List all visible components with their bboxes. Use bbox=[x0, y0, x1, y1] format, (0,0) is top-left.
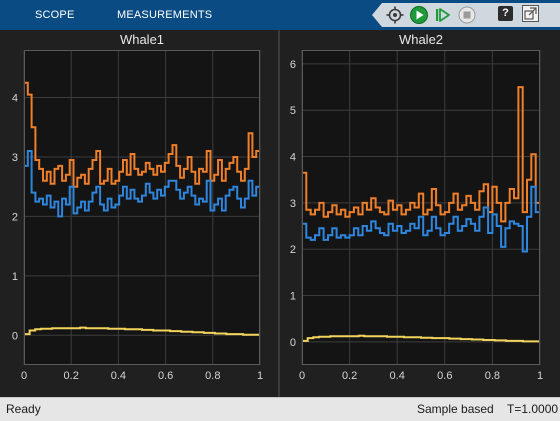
series-line-blue bbox=[302, 185, 540, 253]
series-line-blue bbox=[24, 150, 260, 218]
status-text: Ready bbox=[6, 402, 41, 416]
sample-mode-label: Sample based bbox=[417, 402, 494, 416]
status-bar: Ready Sample based T=1.0000 bbox=[0, 397, 560, 421]
x-tick-label: 0 bbox=[299, 370, 305, 382]
y-tick-label: 4 bbox=[12, 93, 18, 105]
y-tick-label: 5 bbox=[290, 105, 296, 117]
y-tick-label: 4 bbox=[290, 152, 296, 164]
x-tick-label: 0.6 bbox=[158, 370, 173, 382]
plot-whale1: Whale1 0 0.2 0.4 0.6 0.8 1 0 1 2 3 4 bbox=[12, 32, 263, 382]
x-tick-label: 0.2 bbox=[64, 370, 79, 382]
plot-border bbox=[24, 50, 260, 365]
stop-icon[interactable] bbox=[457, 5, 477, 25]
x-tick-label: 1 bbox=[257, 370, 263, 382]
tab-measurements[interactable]: MEASUREMENTS bbox=[117, 9, 213, 21]
plot-whale2: Whale2 0 0.2 0.4 0.6 0.8 1 0 1 2 3 4 5 6 bbox=[290, 32, 543, 382]
series-line-yellow bbox=[24, 326, 260, 336]
series-line-orange bbox=[302, 86, 540, 223]
plot-border bbox=[302, 50, 540, 365]
x-tick-label: 0.6 bbox=[437, 370, 452, 382]
y-tick-label: 2 bbox=[12, 211, 18, 223]
help-button[interactable]: ? bbox=[498, 6, 513, 21]
series-line-yellow bbox=[302, 334, 540, 343]
series-line-orange bbox=[24, 81, 260, 188]
simulation-time: T=1.0000 bbox=[507, 402, 559, 416]
y-tick-label: 3 bbox=[12, 152, 18, 164]
plot-area bbox=[302, 50, 540, 365]
y-tick-label: 2 bbox=[290, 244, 296, 256]
scope-display-area: Whale1 0 0.2 0.4 0.6 0.8 1 0 1 2 3 4 Whale2 0 0.2 0.4 0.… bbox=[0, 30, 560, 397]
y-tick-label: 0 bbox=[12, 330, 18, 342]
x-tick-label: 1 bbox=[537, 370, 543, 382]
y-tick-label: 3 bbox=[290, 198, 296, 210]
x-tick-label: 0.8 bbox=[205, 370, 220, 382]
step-back-icon[interactable] bbox=[385, 5, 405, 25]
tab-scope[interactable]: SCOPE bbox=[35, 9, 75, 21]
x-tick-label: 0 bbox=[21, 370, 27, 382]
x-tick-label: 0.2 bbox=[342, 370, 357, 382]
x-tick-label: 0.8 bbox=[485, 370, 500, 382]
y-tick-label: 1 bbox=[290, 291, 296, 303]
expand-toolstrip-icon[interactable] bbox=[522, 5, 539, 22]
plot-title: Whale2 bbox=[399, 32, 443, 47]
run-icon[interactable] bbox=[409, 5, 429, 25]
plot-area bbox=[24, 50, 260, 365]
step-forward-icon[interactable] bbox=[433, 5, 453, 25]
scope-plots: Whale1 0 0.2 0.4 0.6 0.8 1 0 1 2 3 4 Whale2 0 0.2 0.4 0.… bbox=[12, 32, 543, 382]
toolstrip: SCOPE MEASUREMENTS ? bbox=[0, 0, 560, 30]
x-tick-label: 0.4 bbox=[111, 370, 126, 382]
y-tick-label: 0 bbox=[290, 337, 296, 349]
x-tick-label: 0.4 bbox=[390, 370, 405, 382]
y-tick-label: 6 bbox=[290, 59, 296, 71]
plot-title: Whale1 bbox=[120, 32, 164, 47]
display-divider[interactable] bbox=[278, 30, 280, 397]
y-tick-label: 1 bbox=[12, 271, 18, 283]
